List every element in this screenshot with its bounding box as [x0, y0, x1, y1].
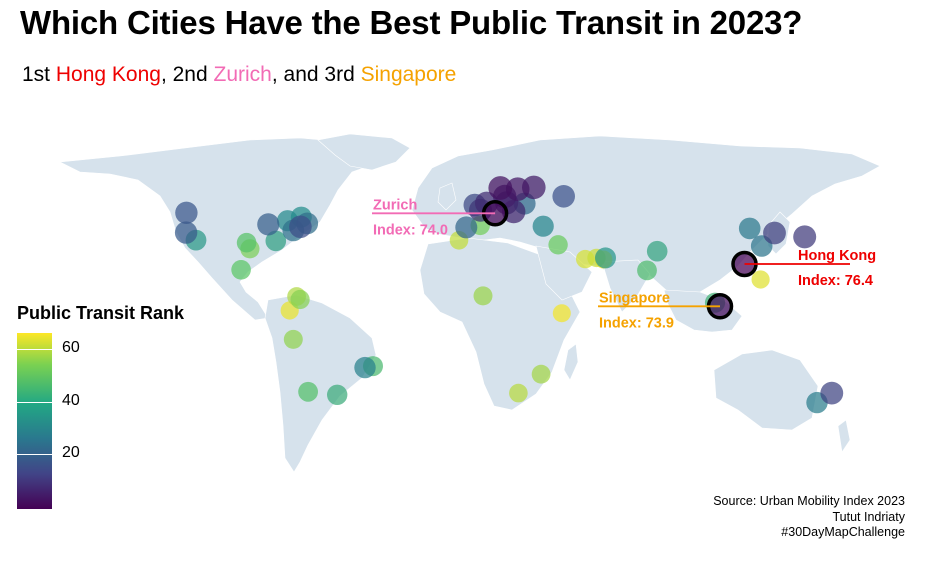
highlight-annotations: Hong Kong Index: 76.4 Zurich Index: 74.0 Sin…: [372, 197, 876, 331]
legend-title: Public Transit Rank: [17, 303, 185, 323]
subtitle-third-city: Singapore: [360, 63, 457, 86]
landmass-north-america: [58, 137, 399, 321]
city-point: [793, 225, 817, 249]
city-point: [455, 216, 478, 239]
legend-tickmark: [17, 349, 52, 350]
city-point: [505, 177, 530, 201]
legend-tick-label: 40: [62, 392, 80, 409]
chart-title: Which Cities Have the Best Public Transi…: [20, 4, 803, 41]
highlight-city-label: Hong Kong: [798, 248, 876, 264]
city-point: [354, 356, 376, 379]
author-line: Tutut Indriaty: [832, 509, 906, 524]
highlight-index-label: Index: 76.4: [798, 273, 873, 289]
legend-tick-label: 20: [62, 444, 80, 461]
landmass-madagascar: [563, 343, 579, 381]
city-point: [552, 304, 571, 323]
subtitle-prefix-3: , and 3rd: [271, 63, 361, 86]
city-point: [646, 240, 668, 262]
city-point: [552, 185, 575, 208]
highlight-index-label: Index: 74.0: [373, 222, 448, 238]
subtitle-second-city: Zurich: [213, 63, 272, 86]
city-point: [175, 201, 198, 224]
subtitle-prefix-1: 1st: [22, 63, 56, 86]
landmass-australia: [713, 349, 819, 431]
city-point: [473, 286, 493, 306]
color-legend: Public Transit Rank 60 40 20: [17, 303, 185, 509]
legend-tickmark: [17, 454, 52, 455]
city-point: [595, 247, 616, 269]
city-point: [738, 217, 761, 240]
city-point: [532, 215, 554, 237]
city-point: [265, 230, 287, 252]
city-point: [231, 260, 251, 280]
legend-tick-label: 60: [62, 339, 80, 356]
subtitle-prefix-2: , 2nd: [160, 63, 214, 86]
city-point: [257, 213, 280, 236]
city-point: [174, 221, 198, 244]
city-point: [283, 329, 303, 349]
city-point: [548, 235, 568, 255]
city-point: [531, 364, 551, 384]
subtitle-first-city: Hong Kong: [55, 63, 161, 86]
legend-colorbar: [17, 333, 52, 509]
city-point: [488, 176, 513, 200]
chart-subtitle: 1st Hong Kong, 2nd Zurich, and 3rd Singa…: [22, 63, 456, 87]
city-point: [298, 381, 318, 402]
highlight-index-label: Index: 73.9: [599, 315, 674, 331]
source-line: Source: Urban Mobility Index 2023: [713, 494, 905, 508]
city-point: [289, 215, 312, 239]
city-point: [327, 384, 348, 405]
legend-tickmark: [17, 402, 52, 403]
city-point: [751, 270, 770, 289]
highlight-city-label: Zurich: [373, 197, 417, 213]
hashtag-line: #30DayMapChallenge: [781, 525, 905, 539]
city-point: [290, 289, 310, 310]
city-point: [637, 260, 657, 281]
landmass-greenland: [317, 133, 411, 171]
landmass-new-zealand: [837, 419, 851, 453]
city-point: [509, 383, 528, 403]
city-point: [820, 381, 844, 405]
city-point: [236, 232, 257, 253]
landmass-south-america: [264, 294, 377, 473]
landmass-uk: [437, 182, 457, 211]
city-point: [763, 221, 786, 245]
highlight-city-label: Singapore: [599, 290, 670, 306]
source-credit: Source: Urban Mobility Index 2023 Tutut …: [713, 494, 905, 541]
